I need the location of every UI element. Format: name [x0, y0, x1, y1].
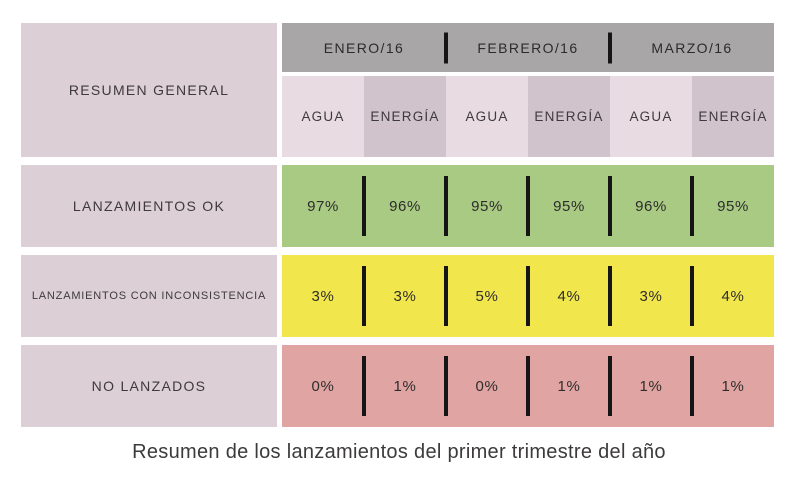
value-cell: 3%: [364, 255, 446, 337]
value-cell: 97%: [307, 197, 339, 215]
chart-caption: Resumen de los lanzamientos del primer t…: [132, 441, 666, 463]
data-band-lanzamientos-ok: 97% 96% 95% 95% 96% 95%: [282, 165, 774, 247]
value-cell: 96%: [610, 165, 692, 247]
row-label-lanzamientos-con-inconsistencia: LANZAMIENTOS CON INCONSISTENCIA: [21, 255, 277, 337]
value-cell: 3%: [610, 255, 692, 337]
value-cell: 1%: [528, 345, 610, 427]
row-label-lanzamientos-ok: LANZAMIENTOS OK: [21, 165, 277, 247]
value-cell: 96%: [364, 165, 446, 247]
value-cell: 95%: [692, 165, 774, 247]
value-cell: 1%: [692, 345, 774, 427]
subheader-energia-marzo: ENERGÍA: [692, 76, 774, 157]
value-cell: 0%: [311, 377, 335, 395]
value-cell: 4%: [692, 255, 774, 337]
value-cell: 3%: [311, 287, 335, 305]
subheader-agua-enero: AGUA: [282, 76, 364, 157]
value-cell: 95%: [528, 165, 610, 247]
month-header-febrero: FEBRERO/16: [446, 23, 610, 72]
value-cell: 1%: [610, 345, 692, 427]
data-band-lanzamientos-con-inconsistencia: 3% 3% 5% 4% 3% 4%: [282, 255, 774, 337]
value-cell: 5%: [446, 255, 528, 337]
value-cell: 0%: [446, 345, 528, 427]
corner-cell-resumen-general: RESUMEN GENERAL: [21, 23, 277, 157]
summary-table: RESUMEN GENERAL ENERO/16 FEBRERO/16 MARZ…: [21, 23, 774, 427]
value-cell: 95%: [446, 165, 528, 247]
subheader-row: AGUA ENERGÍA AGUA ENERGÍA AGUA ENERGÍA: [282, 76, 774, 157]
subheader-energia-enero: ENERGÍA: [364, 76, 446, 157]
row-label-no-lanzados: NO LANZADOS: [21, 345, 277, 427]
month-header-row: ENERO/16 FEBRERO/16 MARZO/16: [282, 23, 774, 72]
subheader-agua-febrero: AGUA: [446, 76, 528, 157]
value-cell: 4%: [528, 255, 610, 337]
data-band-no-lanzados: 0% 1% 0% 1% 1% 1%: [282, 345, 774, 427]
value-cell: 1%: [364, 345, 446, 427]
subheader-energia-febrero: ENERGÍA: [528, 76, 610, 157]
month-header-enero: ENERO/16: [323, 39, 405, 56]
subheader-agua-marzo: AGUA: [610, 76, 692, 157]
header-block: ENERO/16 FEBRERO/16 MARZO/16 AGUA ENERGÍ…: [282, 23, 774, 157]
month-header-marzo: MARZO/16: [610, 23, 774, 72]
